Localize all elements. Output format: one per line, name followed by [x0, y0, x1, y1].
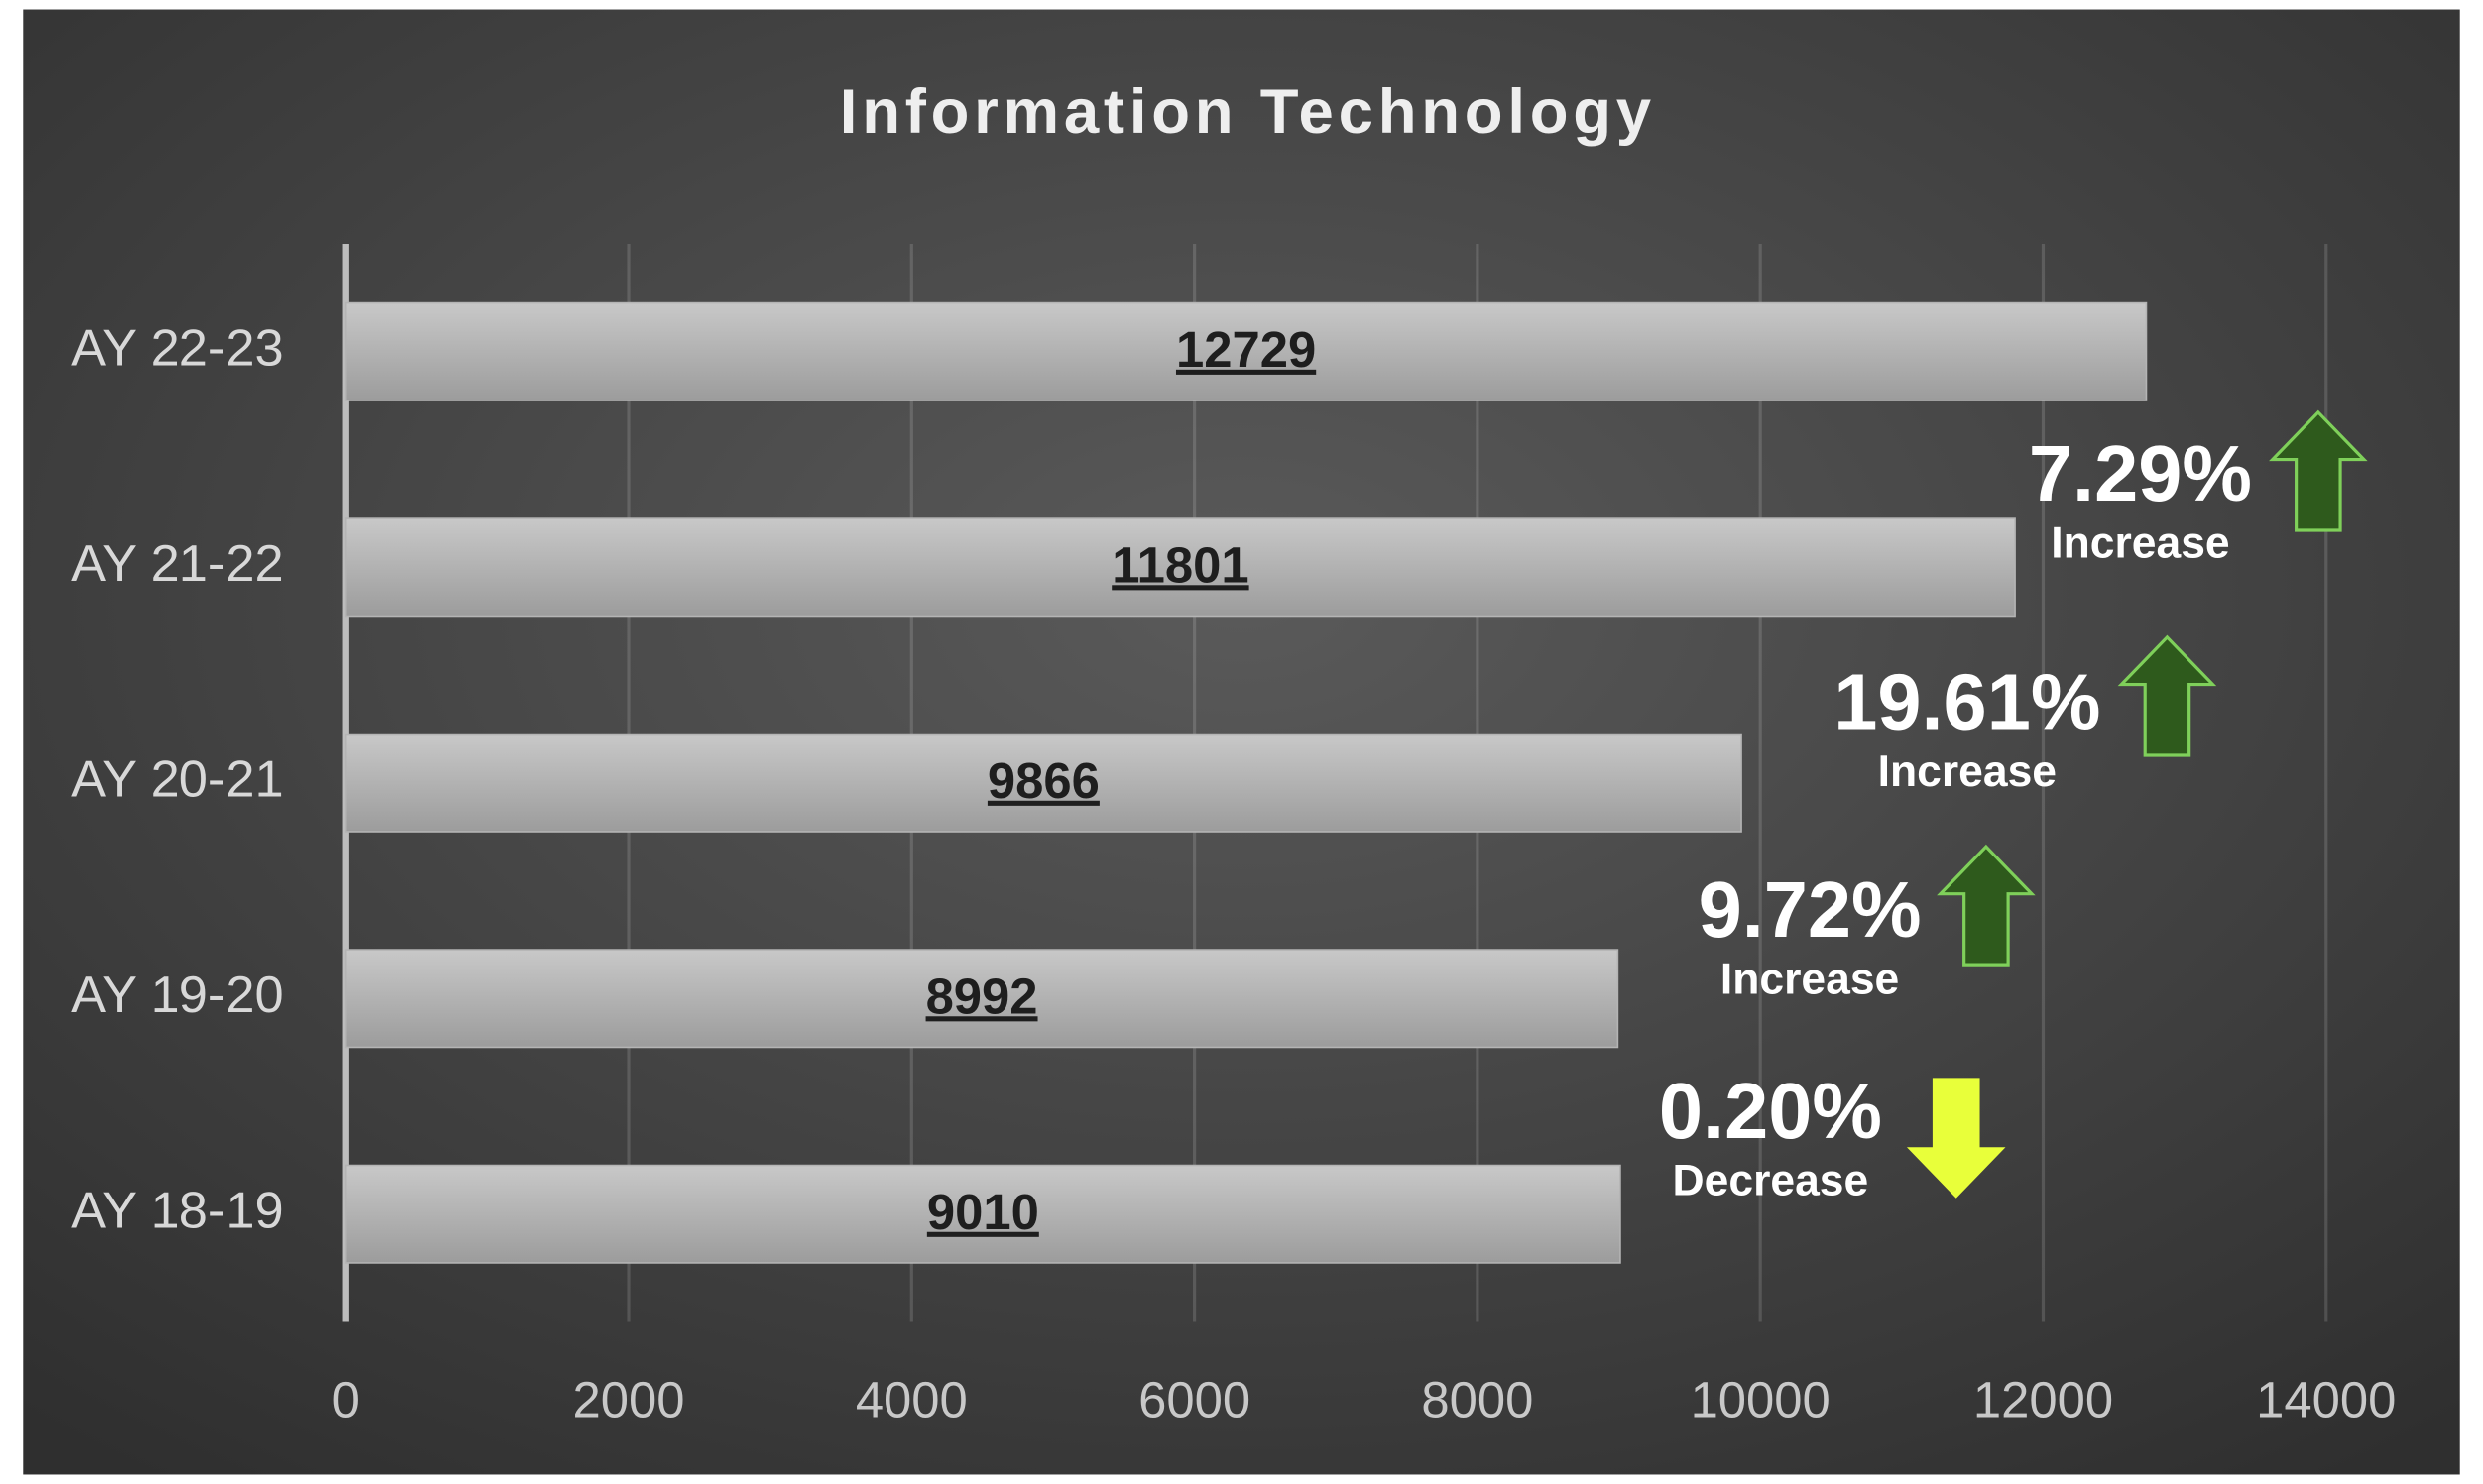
- y-tick-label: AY 19-20: [71, 967, 284, 1024]
- bar: [344, 1164, 1621, 1264]
- annotation-value: 9.72%: [1699, 865, 1922, 954]
- y-tick-label: AY 21-22: [71, 535, 284, 593]
- x-tick-label: 2000: [573, 1371, 685, 1427]
- chart-title: Information Technology: [840, 77, 1656, 147]
- data-label: 8992: [926, 968, 1038, 1024]
- annotation-arrow: [2117, 634, 2217, 757]
- x-tick-label: 8000: [1421, 1371, 1533, 1427]
- x-tick-label: 6000: [1138, 1371, 1250, 1427]
- annotation-value: 7.29%: [2029, 429, 2252, 517]
- annotation-note: Increase: [1720, 955, 1899, 1003]
- annotation-note: Increase: [1878, 747, 2057, 796]
- x-tick-label: 14000: [2256, 1371, 2396, 1427]
- annotation-value: 19.61%: [1833, 657, 2100, 745]
- bar: [344, 301, 2148, 401]
- y-tick-label: AY 18-19: [71, 1183, 284, 1240]
- y-tick-label: AY 20-21: [71, 751, 284, 809]
- x-tick-label: 12000: [1973, 1371, 2113, 1427]
- data-label: 9010: [927, 1184, 1039, 1240]
- annotation-arrow: [1937, 844, 2036, 967]
- data-label: 11801: [1112, 536, 1248, 593]
- annotation-arrow: [2269, 409, 2368, 532]
- x-tick-label: 10000: [1691, 1371, 1831, 1427]
- data-label: 9866: [988, 752, 1100, 809]
- bar: [344, 733, 1742, 833]
- annotation-arrow: [1906, 1078, 2006, 1199]
- annotation-value: 0.20%: [1659, 1067, 1882, 1155]
- y-tick-label: AY 22-23: [71, 320, 284, 378]
- bar: [344, 949, 1619, 1049]
- annotation-note: Increase: [2051, 519, 2229, 568]
- data-label: 12729: [1176, 321, 1316, 378]
- bar: [344, 517, 2016, 618]
- annotation-note: Decrease: [1673, 1157, 1869, 1205]
- x-tick-label: 0: [332, 1371, 360, 1427]
- x-tick-label: 4000: [856, 1371, 968, 1427]
